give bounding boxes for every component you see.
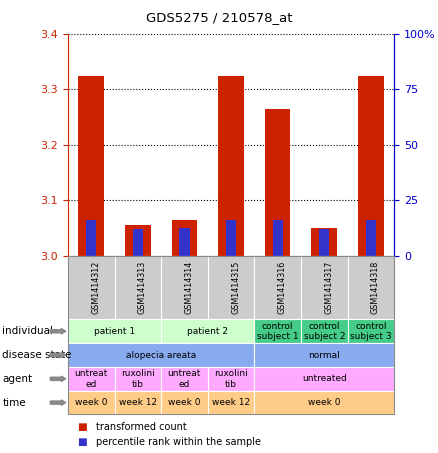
Text: ■: ■ bbox=[77, 437, 86, 447]
Text: GDS5275 / 210578_at: GDS5275 / 210578_at bbox=[146, 11, 292, 24]
Text: agent: agent bbox=[2, 374, 32, 384]
Text: untreat
ed: untreat ed bbox=[74, 369, 108, 389]
Text: untreated: untreated bbox=[302, 374, 346, 383]
Text: untreat
ed: untreat ed bbox=[168, 369, 201, 389]
Text: patient 1: patient 1 bbox=[94, 327, 135, 336]
Text: week 12: week 12 bbox=[212, 398, 250, 407]
Bar bbox=[358, 76, 384, 256]
Text: GSM1414314: GSM1414314 bbox=[184, 261, 194, 314]
Bar bbox=[319, 229, 329, 256]
Text: individual: individual bbox=[2, 326, 53, 336]
Text: week 0: week 0 bbox=[308, 398, 340, 407]
Text: GSM1414318: GSM1414318 bbox=[371, 261, 380, 314]
Text: GSM1414312: GSM1414312 bbox=[91, 261, 100, 314]
Bar bbox=[133, 229, 143, 256]
Text: transformed count: transformed count bbox=[96, 422, 187, 432]
Bar bbox=[272, 220, 283, 256]
Text: alopecia areata: alopecia areata bbox=[126, 351, 196, 360]
Bar bbox=[226, 220, 236, 256]
Bar bbox=[179, 228, 190, 256]
Bar bbox=[125, 226, 151, 256]
Text: GSM1414316: GSM1414316 bbox=[278, 261, 286, 314]
Text: week 12: week 12 bbox=[119, 398, 157, 407]
Text: time: time bbox=[2, 398, 26, 408]
Text: control
subject 1: control subject 1 bbox=[257, 322, 298, 341]
Bar bbox=[172, 220, 197, 256]
Bar bbox=[78, 76, 104, 256]
Text: normal: normal bbox=[308, 351, 340, 360]
Bar bbox=[218, 76, 244, 256]
Text: ruxolini
tib: ruxolini tib bbox=[121, 369, 155, 389]
Text: GSM1414315: GSM1414315 bbox=[231, 261, 240, 314]
Text: control
subject 3: control subject 3 bbox=[350, 322, 392, 341]
Bar bbox=[311, 228, 337, 256]
Text: week 0: week 0 bbox=[168, 398, 201, 407]
Text: percentile rank within the sample: percentile rank within the sample bbox=[96, 437, 261, 447]
Text: GSM1414313: GSM1414313 bbox=[138, 261, 147, 314]
Text: ■: ■ bbox=[77, 422, 86, 432]
Text: ruxolini
tib: ruxolini tib bbox=[214, 369, 248, 389]
Text: patient 2: patient 2 bbox=[187, 327, 228, 336]
Text: disease state: disease state bbox=[2, 350, 72, 360]
Text: control
subject 2: control subject 2 bbox=[304, 322, 345, 341]
Bar bbox=[265, 109, 290, 256]
Bar bbox=[86, 220, 96, 256]
Bar bbox=[366, 220, 376, 256]
Text: week 0: week 0 bbox=[75, 398, 107, 407]
Text: GSM1414317: GSM1414317 bbox=[324, 261, 333, 314]
